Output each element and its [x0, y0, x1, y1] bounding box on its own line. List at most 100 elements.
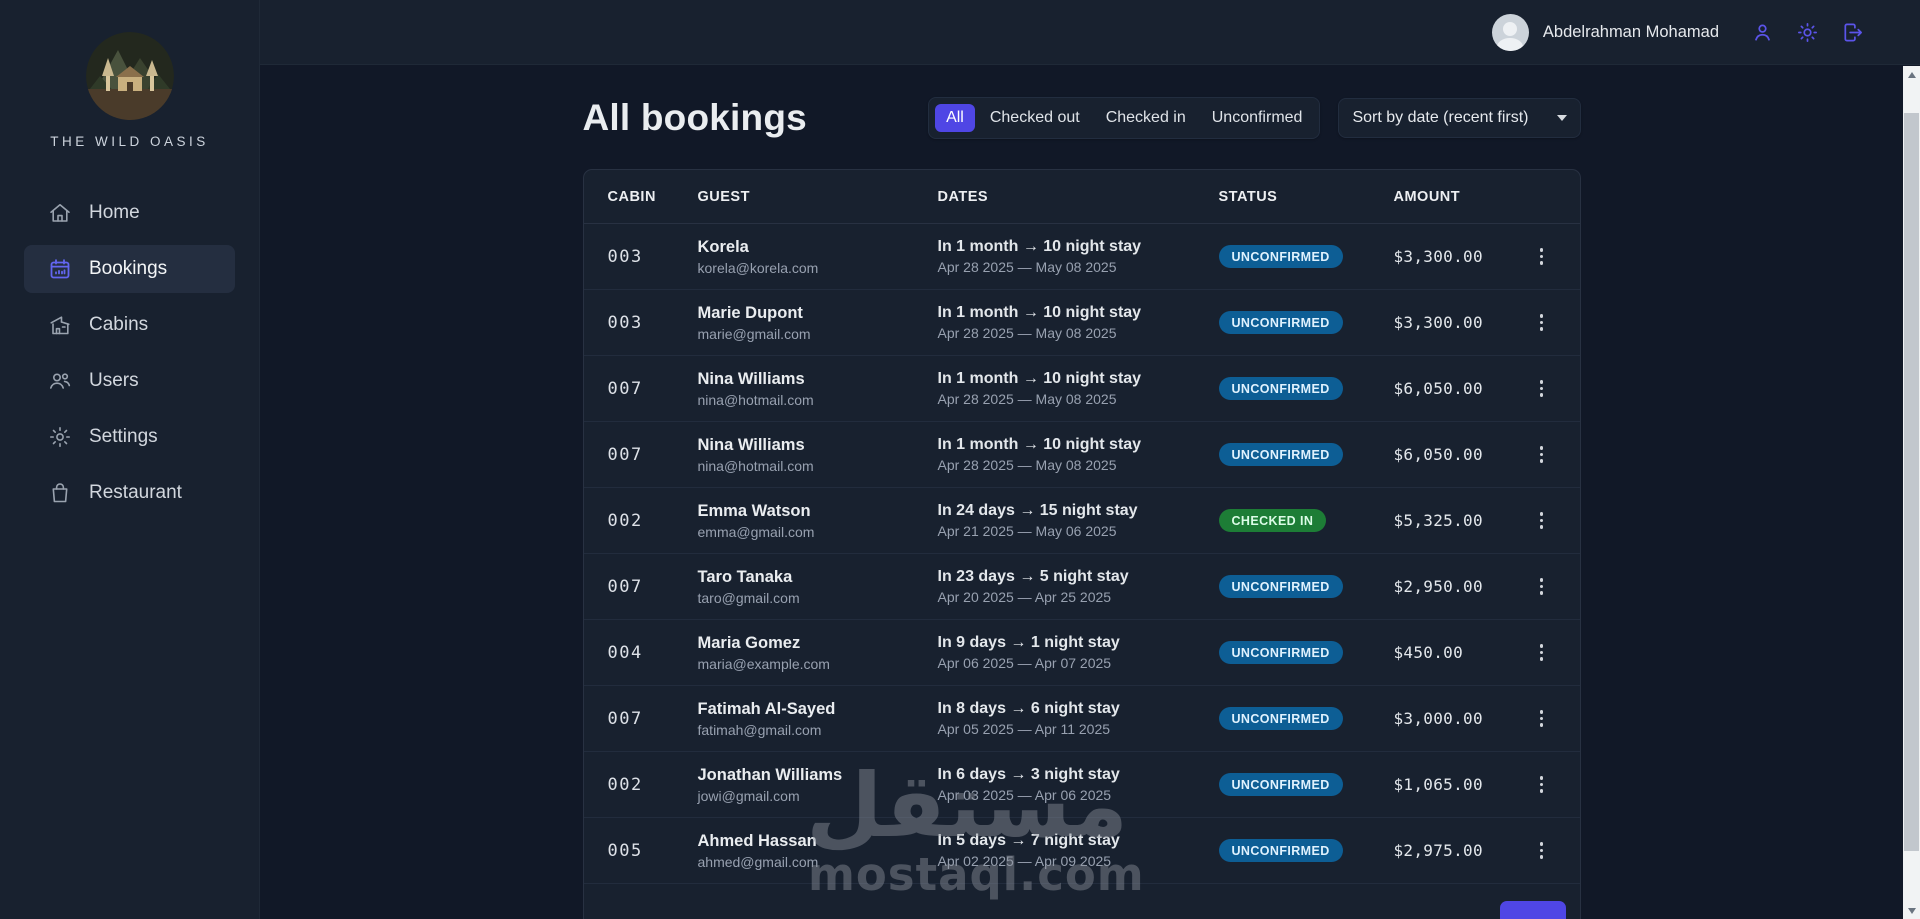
guest-email: taro@gmail.com	[697, 589, 800, 606]
stay-duration: In 6 days → 3 night stay	[937, 766, 1120, 783]
stay-dates: Apr 28 2025 — May 08 2025	[937, 259, 1117, 275]
row-actions-button[interactable]	[1534, 242, 1550, 271]
scroll-up-arrow[interactable]	[1903, 66, 1920, 83]
stay-duration: In 23 days → 5 night stay	[937, 568, 1129, 585]
row-actions-button[interactable]	[1534, 638, 1550, 667]
bag-icon	[52, 483, 68, 503]
table-row: 007 Taro Tanaka taro@gmail.com In 23 day…	[583, 554, 1580, 620]
table-body: 003 Korela korela@korela.com In 1 month …	[583, 224, 1580, 884]
table-row: 007 Nina Williams nina@hotmail.com In 1 …	[583, 422, 1580, 488]
guest-email: maria@example.com	[697, 655, 830, 672]
amount: $3,300.00	[1393, 313, 1483, 332]
row-actions-button[interactable]	[1534, 308, 1550, 337]
cabin-number: 007	[607, 708, 643, 729]
filter-checked-out[interactable]: Checked out	[979, 104, 1091, 132]
scroll-down-arrow[interactable]	[1903, 902, 1920, 919]
calendar-icon	[50, 259, 70, 279]
col-status: STATUS	[1218, 188, 1278, 205]
stay-duration: In 8 days → 6 night stay	[937, 700, 1120, 717]
sidebar-item-users[interactable]: Users	[24, 357, 235, 405]
filter-all[interactable]: All	[935, 104, 975, 132]
guest-email: fatimah@gmail.com	[697, 721, 822, 738]
status-badge: Unconfirmed	[1218, 245, 1343, 268]
sidebar-item-home[interactable]: Home	[24, 189, 235, 237]
row-actions-button[interactable]	[1534, 506, 1550, 535]
dark-mode-toggle[interactable]	[1792, 17, 1823, 48]
table-row: 002 Emma Watson emma@gmail.com In 24 day…	[583, 488, 1580, 554]
col-dates: DATES	[937, 188, 989, 205]
wild-oasis-logo	[85, 32, 174, 120]
stay-dates: Apr 21 2025 — May 06 2025	[937, 523, 1117, 539]
guest-cell: Nina Williams nina@hotmail.com	[698, 436, 938, 474]
pagination-next-button[interactable]	[1499, 901, 1566, 919]
table-row: 002 Jonathan Williams jowi@gmail.com In …	[583, 752, 1580, 818]
dates-cell: In 23 days → 5 night stay Apr 20 2025 — …	[938, 568, 1219, 605]
account-button[interactable]	[1747, 17, 1778, 48]
brand-name: THE WILD OASIS	[50, 134, 209, 149]
guest-email: marie@gmail.com	[697, 325, 811, 342]
dates-cell: In 6 days → 3 night stay Apr 03 2025 — A…	[938, 766, 1219, 803]
sidebar-item-label: Users	[89, 370, 139, 391]
guest-cell: Taro Tanaka taro@gmail.com	[698, 568, 938, 606]
status-badge: Unconfirmed	[1218, 377, 1343, 400]
stay-duration: In 1 month → 10 night stay	[937, 238, 1142, 255]
status-badge: Unconfirmed	[1218, 443, 1343, 466]
user-name: Abdelrahman Mohamad	[1542, 22, 1719, 41]
guest-name: Nina Williams	[697, 435, 805, 454]
guest-cell: Maria Gomez maria@example.com	[698, 634, 938, 672]
sidebar-item-label: Cabins	[89, 314, 149, 335]
sidebar-item-bookings[interactable]: Bookings	[24, 245, 235, 293]
stay-dates: Apr 28 2025 — May 08 2025	[937, 457, 1117, 473]
amount: $3,300.00	[1393, 247, 1483, 266]
sidebar-item-label: Home	[89, 202, 140, 223]
row-actions-button[interactable]	[1534, 440, 1550, 469]
sidebar-item-restaurant[interactable]: Restaurant	[24, 469, 235, 517]
cabin-number: 003	[607, 246, 643, 267]
guest-name: Fatimah Al-Sayed	[697, 699, 836, 718]
vertical-scrollbar[interactable]	[1903, 66, 1920, 919]
guest-email: jowi@gmail.com	[697, 787, 800, 804]
status-badge: Unconfirmed	[1218, 839, 1343, 862]
cabin-number: 002	[607, 774, 643, 795]
cabin-number: 007	[607, 576, 643, 597]
dates-cell: In 5 days → 7 night stay Apr 02 2025 — A…	[938, 832, 1219, 869]
stay-dates: Apr 05 2025 — Apr 11 2025	[937, 721, 1111, 737]
status-badge: Unconfirmed	[1218, 773, 1343, 796]
dates-cell: In 8 days → 6 night stay Apr 05 2025 — A…	[938, 700, 1219, 737]
status-badge: Unconfirmed	[1218, 641, 1343, 664]
guest-name: Nina Williams	[697, 369, 805, 388]
amount: $5,325.00	[1393, 511, 1483, 530]
amount: $1,065.00	[1393, 775, 1483, 794]
gear-icon	[50, 427, 70, 447]
bookings-table: CABIN GUEST DATES STATUS AMOUNT 003 Kore…	[582, 169, 1581, 919]
cabin-number: 005	[607, 840, 643, 861]
filter-checked-in[interactable]: Checked in	[1095, 104, 1197, 132]
guest-name: Taro Tanaka	[697, 567, 793, 586]
row-actions-button[interactable]	[1534, 770, 1550, 799]
guest-cell: Jonathan Williams jowi@gmail.com	[698, 766, 938, 804]
brand: THE WILD OASIS	[0, 32, 259, 149]
stay-duration: In 1 month → 10 night stay	[937, 436, 1142, 453]
stay-dates: Apr 28 2025 — May 08 2025	[937, 325, 1117, 341]
amount: $2,975.00	[1393, 841, 1483, 860]
guest-name: Ahmed Hassan	[697, 831, 817, 850]
row-actions-button[interactable]	[1534, 572, 1550, 601]
row-actions-button[interactable]	[1534, 704, 1550, 733]
scrollbar-thumb[interactable]	[1904, 113, 1919, 851]
sidebar: THE WILD OASIS Home Bookings Cabins	[0, 0, 260, 919]
table-header: CABIN GUEST DATES STATUS AMOUNT	[583, 170, 1580, 224]
sort-dropdown[interactable]: Sort by date (recent first)	[1338, 98, 1581, 138]
col-guest: GUEST	[697, 188, 750, 205]
stay-duration: In 9 days → 1 night stay	[937, 634, 1120, 651]
guest-cell: Ahmed Hassan ahmed@gmail.com	[698, 832, 938, 870]
sidebar-item-settings[interactable]: Settings	[24, 413, 235, 461]
sidebar-item-cabins[interactable]: Cabins	[24, 301, 235, 349]
row-actions-button[interactable]	[1534, 374, 1550, 403]
filter-unconfirmed[interactable]: Unconfirmed	[1201, 104, 1314, 132]
stay-duration: In 5 days → 7 night stay	[937, 832, 1120, 849]
logout-button[interactable]	[1837, 17, 1868, 48]
guest-cell: Marie Dupont marie@gmail.com	[698, 304, 938, 342]
cabin-number: 003	[607, 312, 643, 333]
col-cabin: CABIN	[607, 188, 656, 205]
row-actions-button[interactable]	[1534, 836, 1550, 865]
